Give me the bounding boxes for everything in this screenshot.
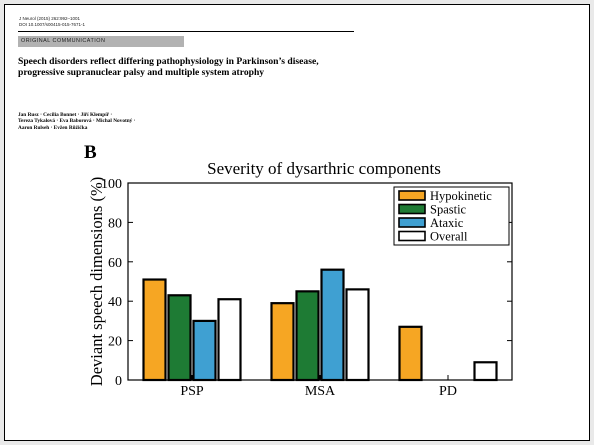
bar-spastic-msa [295,290,320,382]
bar-ataxic-psp [192,319,217,382]
bar-overall-pd [473,361,498,382]
author-line: Aaron Rulseh · Evžen Růžička [18,124,88,131]
author-line: Jan Rusz · Cecilia Bonnet · Jiří Klempíř… [18,112,113,118]
y-axis-label: Deviant speech dimensions (%) [87,177,106,386]
header-rule [18,31,354,32]
bar-hypokinetic-psp [142,278,167,382]
legend-swatch-overall [398,230,426,242]
bar-overall-psp [217,298,242,382]
y-tick-label: 40 [108,295,122,310]
bar-ataxic-msa [320,268,345,382]
bar-hypokinetic-msa [270,302,295,382]
x-tick-label: PSP [180,384,204,399]
section-banner: ORIGINAL COMMUNICATION [18,36,184,47]
y-tick-label: 100 [101,177,122,192]
x-tick-label: PD [439,384,457,399]
y-tick-label: 80 [108,216,122,231]
author-line: Tereza Tykalová · Eva Baborová · Michal … [18,118,136,125]
bar-hypokinetic-pd [398,325,423,382]
legend-label-spastic: Spastic [430,203,467,217]
y-tick-label: 20 [108,335,122,350]
paper-title: Speech disorders reflect differing patho… [18,56,319,78]
author-list: Jan Rusz · Cecilia Bonnet · Jiří Klempíř… [18,112,318,131]
panel-label: B [84,142,97,163]
section-label: ORIGINAL COMMUNICATION [21,38,106,44]
y-tick-label: 0 [115,374,122,389]
bar-spastic-psp [167,294,192,382]
legend-swatch-spastic [398,203,426,215]
journal-citation: J Neurol (2015) 262:992–1001 [19,16,81,21]
x-tick-label: MSA [305,384,336,399]
journal-doi: DOI 10.1007/s00415-015-7671-1 [19,22,86,27]
chart-title: Severity of dysarthric components [207,159,441,178]
legend-label-overall: Overall [430,230,468,244]
y-tick-label: 60 [108,256,122,271]
legend-label-hypokinetic: Hypokinetic [430,189,492,203]
legend-label-ataxic: Ataxic [430,216,464,230]
bar-overall-msa [345,288,370,382]
legend-swatch-ataxic [398,217,426,228]
legend-swatch-hypokinetic [398,190,426,201]
